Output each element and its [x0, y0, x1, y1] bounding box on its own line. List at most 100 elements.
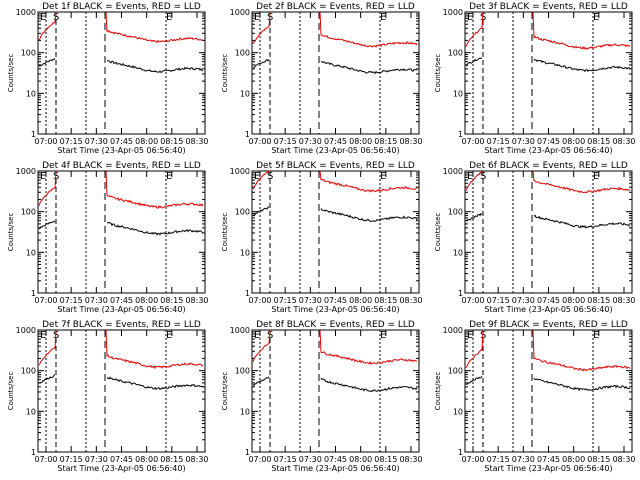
y-axis-label: Counts/sec [7, 213, 15, 252]
lld-series-line [465, 329, 484, 369]
y-tick-label: 100 [21, 49, 36, 58]
chart-title: Det 6f BLACK = Events, RED = LLD [469, 161, 628, 171]
x-tick-label: 07:00 [34, 137, 57, 146]
y-tick-label: 10 [453, 89, 463, 98]
events-series-line [320, 377, 418, 393]
marker-label: E [467, 171, 473, 182]
plot-frame [37, 329, 206, 453]
y-tick-label: 1000 [230, 326, 250, 335]
x-tick-label: 08:15 [160, 137, 183, 146]
x-tick-label: 07:15 [60, 455, 83, 464]
chart-title: Det 5f BLACK = Events, RED = LLD [256, 161, 415, 171]
marker-label: S [267, 12, 273, 23]
x-tick-label: 07:45 [110, 455, 133, 464]
x-tick-label: 07:15 [274, 137, 297, 146]
x-tick-label: 07:15 [60, 137, 83, 146]
x-tick-label: 07:15 [487, 137, 510, 146]
x-tick-label: 08:30 [612, 455, 635, 464]
x-tick-label: 07:30 [85, 455, 108, 464]
x-tick-label: 08:15 [160, 296, 183, 305]
marker-label: E [254, 12, 260, 23]
events-series-line [533, 214, 631, 229]
x-tick-label: 07:00 [248, 455, 271, 464]
y-tick-label: 1 [31, 289, 36, 298]
x-tick-label: 07:30 [512, 137, 535, 146]
lld-series-line [38, 170, 57, 206]
x-axis-label: Start Time (23-Apr-05 06:56:40) [271, 305, 399, 314]
x-tick-label: 07:15 [60, 296, 83, 305]
lld-series-line [105, 11, 204, 44]
y-tick-label: 1000 [16, 326, 36, 335]
marker-label: E [593, 330, 599, 341]
plot-frame [251, 170, 420, 294]
events-series-line [38, 220, 56, 230]
marker-label: E [593, 12, 599, 23]
y-tick-label: 1 [245, 289, 250, 298]
x-tick-label: 07:00 [248, 137, 271, 146]
y-tick-label: 1000 [443, 8, 463, 17]
marker-label: S [53, 12, 59, 23]
marker-label: S [480, 12, 486, 23]
y-axis-label: Counts/sec [434, 213, 442, 252]
x-tick-label: 07:30 [85, 296, 108, 305]
x-tick-label: 07:15 [274, 296, 297, 305]
x-tick-label: 07:45 [324, 137, 347, 146]
events-series-line [106, 376, 204, 391]
x-axis-label: Start Time (23-Apr-05 06:56:40) [57, 305, 185, 314]
y-tick-label: 100 [21, 208, 36, 217]
plot-frame [464, 329, 633, 453]
x-tick-label: 08:15 [374, 296, 397, 305]
x-tick-label: 08:15 [587, 137, 610, 146]
x-tick-label: 08:00 [562, 455, 585, 464]
detector-panel: Det 8f BLACK = Events, RED = LLD 1 10 100 10… [221, 320, 423, 473]
detector-panel: Det 3f BLACK = Events, RED = LLD 1 10 100 10… [434, 2, 636, 155]
y-tick-label: 1 [458, 289, 463, 298]
marker-label: E [380, 171, 386, 182]
x-axis-label: Start Time (23-Apr-05 06:56:40) [271, 146, 399, 155]
x-tick-label: 08:30 [399, 455, 422, 464]
x-tick-label: 08:15 [587, 455, 610, 464]
detector-panel: Det 5f BLACK = Events, RED = LLD 1 10 100 10… [221, 161, 423, 314]
plot-frame [251, 11, 420, 135]
marker-label: E [380, 12, 386, 23]
x-tick-label: 07:00 [34, 455, 57, 464]
y-tick-label: 1 [458, 448, 463, 457]
x-tick-label: 07:45 [537, 137, 560, 146]
x-tick-label: 07:45 [110, 137, 133, 146]
lld-series-line [38, 329, 57, 366]
x-tick-label: 08:00 [349, 296, 372, 305]
marker-label: E [166, 12, 172, 23]
events-series-line [320, 61, 418, 75]
y-tick-label: 1000 [230, 8, 250, 17]
chart-title: Det 7f BLACK = Events, RED = LLD [42, 320, 201, 330]
marker-label: E [467, 330, 473, 341]
x-tick-label: 08:30 [185, 296, 208, 305]
x-tick-label: 07:30 [299, 296, 322, 305]
x-tick-label: 07:45 [537, 296, 560, 305]
lld-series-line [319, 329, 418, 365]
x-tick-label: 08:30 [185, 137, 208, 146]
x-tick-label: 07:30 [512, 455, 535, 464]
y-tick-label: 1 [458, 130, 463, 139]
y-tick-label: 1 [245, 448, 250, 457]
plot-frame [37, 11, 206, 135]
x-tick-label: 08:15 [374, 455, 397, 464]
y-axis-label: Counts/sec [7, 54, 15, 93]
y-tick-label: 1000 [16, 8, 36, 17]
x-tick-label: 08:00 [562, 296, 585, 305]
y-axis-label: Counts/sec [221, 54, 229, 93]
marker-label: E [40, 12, 46, 23]
chart-title: Det 1f BLACK = Events, RED = LLD [42, 2, 201, 12]
plot-frame [464, 11, 633, 135]
x-tick-label: 08:00 [135, 137, 158, 146]
x-tick-label: 08:15 [374, 137, 397, 146]
y-tick-label: 100 [235, 208, 250, 217]
lld-series-line [105, 329, 204, 370]
lld-series-line [465, 170, 484, 191]
events-series-line [106, 59, 204, 73]
x-tick-label: 07:00 [248, 296, 271, 305]
marker-label: E [40, 330, 46, 341]
events-series-line [320, 208, 418, 222]
y-tick-label: 100 [235, 367, 250, 376]
